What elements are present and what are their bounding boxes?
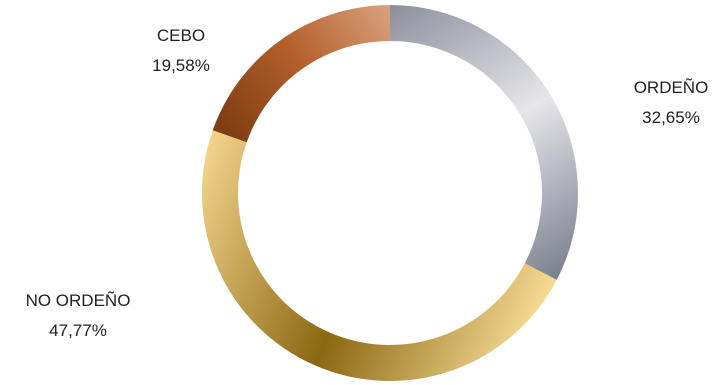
slice-no-ordeno [202,130,557,381]
label-no-ordeno-value: 47,77% [49,321,107,340]
label-ordeno-value: 32,65% [642,108,700,127]
slice-ordeno [390,5,578,280]
slice-labels: ORDEÑO 32,65% NO ORDEÑO 47,77% CEBO 19,5… [26,26,709,340]
slice-cebo [212,5,390,143]
label-cebo-value: 19,58% [152,56,210,75]
donut-slices [202,5,578,381]
label-ordeno-name: ORDEÑO [634,78,709,97]
label-cebo-name: CEBO [157,26,205,45]
label-no-ordeno-name: NO ORDEÑO [26,291,131,310]
